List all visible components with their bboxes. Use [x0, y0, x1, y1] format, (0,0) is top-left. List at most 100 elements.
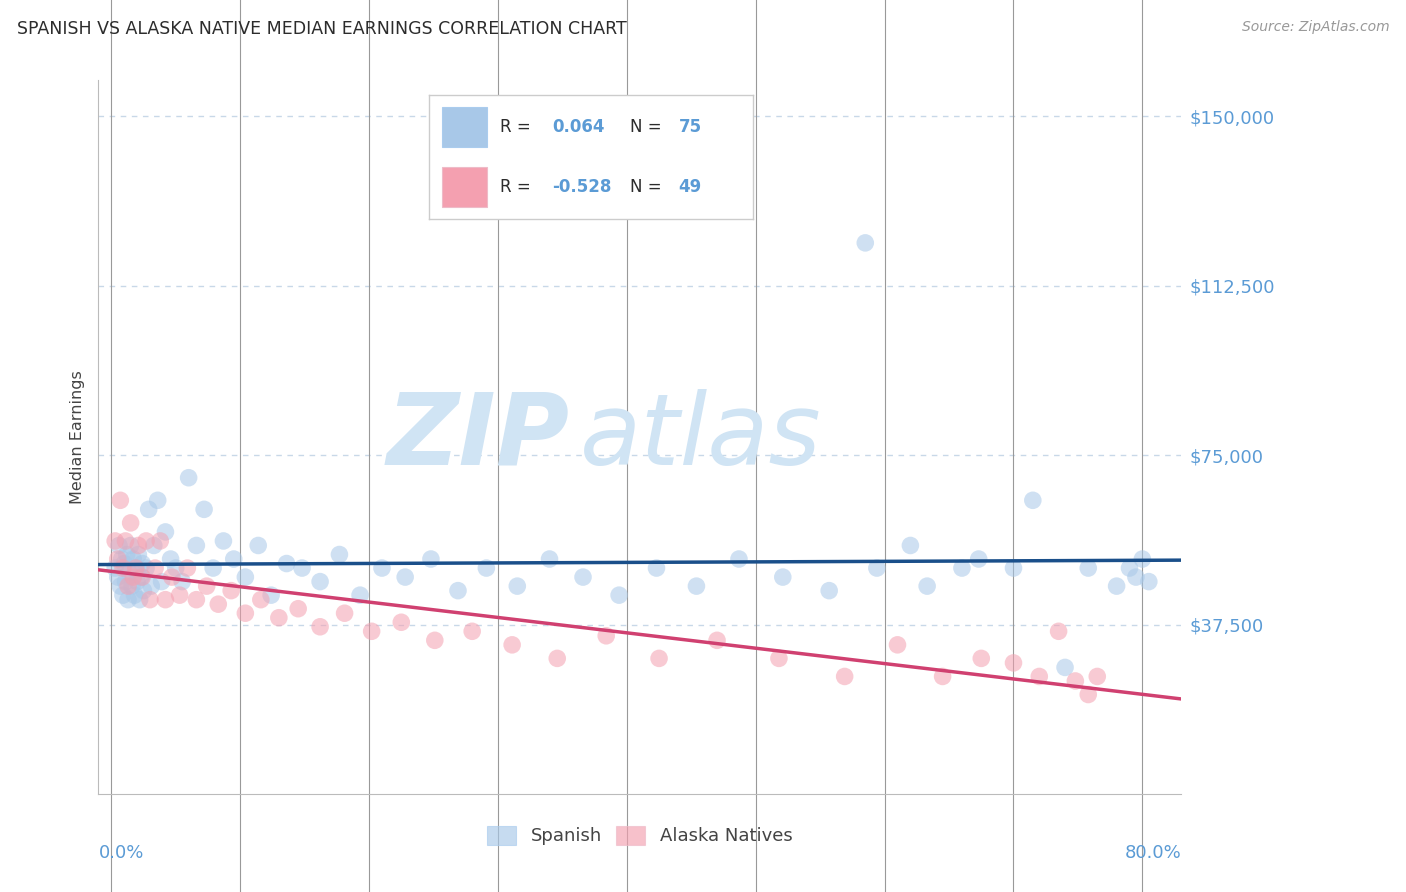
Point [149, 533, 172, 548]
Point [967, 552, 990, 566]
Point [706, 633, 728, 648]
Legend: Spanish, Alaska Natives: Spanish, Alaska Natives [477, 815, 803, 856]
Point [818, 583, 841, 598]
Point [1054, 660, 1077, 674]
Point [267, 611, 290, 625]
Point [506, 579, 529, 593]
Point [125, 561, 148, 575]
Point [276, 557, 298, 571]
Point [110, 579, 132, 593]
Point [111, 561, 134, 575]
Point [202, 561, 225, 575]
Point [176, 561, 198, 575]
Point [1022, 493, 1045, 508]
Point [127, 548, 149, 562]
Point [172, 574, 194, 589]
Point [127, 574, 149, 589]
Point [1002, 656, 1025, 670]
Point [195, 579, 218, 593]
Point [142, 539, 165, 553]
Point [122, 552, 145, 566]
Point [120, 516, 142, 530]
Text: SPANISH VS ALASKA NATIVE MEDIAN EARNINGS CORRELATION CHART: SPANISH VS ALASKA NATIVE MEDIAN EARNINGS… [17, 20, 627, 37]
Point [150, 574, 173, 589]
Point [572, 570, 595, 584]
Point [155, 524, 177, 539]
Point [645, 561, 668, 575]
Point [287, 601, 309, 615]
Point [212, 533, 235, 548]
Point [114, 533, 136, 548]
Point [607, 588, 630, 602]
Point [420, 552, 443, 566]
Point [131, 570, 153, 584]
Point [219, 583, 242, 598]
Point [222, 552, 245, 566]
Point [915, 579, 938, 593]
Point [1105, 579, 1128, 593]
Point [165, 561, 187, 575]
Point [193, 502, 215, 516]
Point [121, 579, 143, 593]
Text: 80.0%: 80.0% [1125, 844, 1181, 862]
Point [122, 570, 145, 584]
Point [235, 570, 257, 584]
Point [931, 669, 953, 683]
Text: atlas: atlas [581, 389, 823, 485]
Point [143, 561, 166, 575]
Point [900, 539, 922, 553]
Point [159, 552, 181, 566]
Point [104, 561, 127, 575]
Point [423, 633, 446, 648]
Point [1047, 624, 1070, 639]
Point [177, 471, 200, 485]
Point [1077, 561, 1099, 575]
Point [349, 588, 371, 602]
Point [207, 597, 229, 611]
Point [1028, 669, 1050, 683]
Point [128, 592, 150, 607]
Point [1077, 688, 1099, 702]
Point [772, 570, 794, 584]
Point [389, 615, 412, 630]
Point [104, 533, 127, 548]
Point [135, 533, 157, 548]
Point [834, 669, 856, 683]
Point [169, 588, 191, 602]
Point [461, 624, 484, 639]
Point [501, 638, 523, 652]
Point [160, 570, 183, 584]
Point [595, 629, 617, 643]
Point [235, 606, 257, 620]
Point [155, 592, 177, 607]
Point [328, 548, 350, 562]
Point [853, 235, 876, 250]
Point [447, 583, 470, 598]
Point [247, 539, 270, 553]
Point [886, 638, 908, 652]
Point [186, 592, 208, 607]
Point [538, 552, 561, 566]
Point [768, 651, 790, 665]
Point [107, 552, 129, 566]
Point [546, 651, 568, 665]
Point [394, 570, 416, 584]
Point [333, 606, 356, 620]
Point [127, 539, 149, 553]
Point [135, 561, 157, 575]
Point [648, 651, 671, 665]
Point [112, 557, 135, 571]
Point [111, 552, 132, 566]
Point [118, 566, 141, 580]
Point [146, 493, 169, 508]
Point [141, 579, 163, 593]
Point [685, 579, 707, 593]
Point [1137, 574, 1160, 589]
Text: 0.0%: 0.0% [98, 844, 143, 862]
Point [110, 493, 132, 508]
Point [138, 502, 160, 516]
Point [117, 579, 139, 593]
Point [117, 592, 139, 607]
Point [475, 561, 498, 575]
Point [1118, 561, 1140, 575]
